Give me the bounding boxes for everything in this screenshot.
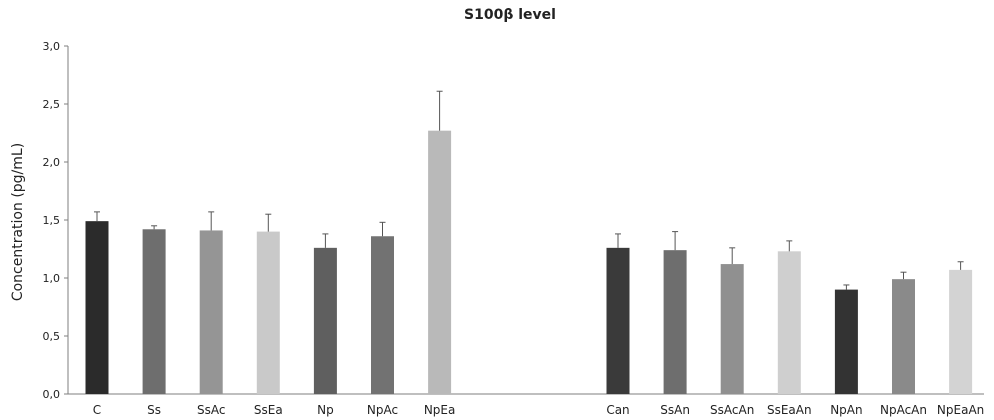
- y-tick-label: 0,5: [43, 330, 61, 343]
- bar: [142, 229, 166, 394]
- y-tick-label: 2,0: [43, 156, 61, 169]
- category-label: SsEaAn: [767, 403, 812, 417]
- bars: [85, 130, 973, 394]
- error-bars: [94, 90, 964, 290]
- chart-title: S100β level: [464, 7, 556, 23]
- category-label: C: [93, 403, 101, 417]
- category-label: SsAn: [660, 403, 690, 417]
- category-label: SsAcAn: [710, 403, 754, 417]
- category-label: SsEa: [254, 403, 283, 417]
- category-label: Can: [606, 403, 629, 417]
- category-labels: C Ss SsAc SsEa Np NpAc NpEa Can SsAn SsAcAn SsEaAn…: [93, 403, 984, 417]
- y-tick-label: 0,0: [43, 388, 61, 401]
- category-label: NpEa: [424, 403, 456, 417]
- category-label: NpAn: [830, 403, 862, 417]
- y-tick-label: 1,0: [43, 272, 61, 285]
- bar: [949, 269, 973, 394]
- bar: [663, 250, 687, 394]
- bar: [892, 279, 915, 394]
- category-label: SsAc: [197, 403, 225, 417]
- category-label: Ss: [147, 403, 161, 417]
- bar: [85, 221, 109, 394]
- bar: [371, 236, 394, 394]
- bar: [313, 247, 337, 394]
- y-axis: 0,0 0,5 1,0 1,5 2,0 2,5 3,0: [43, 40, 69, 401]
- category-label: NpEaAn: [937, 403, 984, 417]
- bar: [834, 289, 858, 394]
- bar: [428, 130, 452, 394]
- bar: [606, 247, 630, 394]
- bar: [256, 231, 280, 394]
- category-label: Np: [317, 403, 334, 417]
- bar: [777, 251, 801, 394]
- category-label: NpAc: [367, 403, 398, 417]
- category-label: NpAcAn: [880, 403, 927, 417]
- y-tick-label: 2,5: [43, 98, 61, 111]
- y-tick-label: 3,0: [43, 40, 61, 53]
- y-axis-title: Concentration (pg/mL): [10, 143, 26, 301]
- bar: [199, 230, 223, 394]
- bar: [720, 264, 744, 394]
- y-tick-label: 1,5: [43, 214, 61, 227]
